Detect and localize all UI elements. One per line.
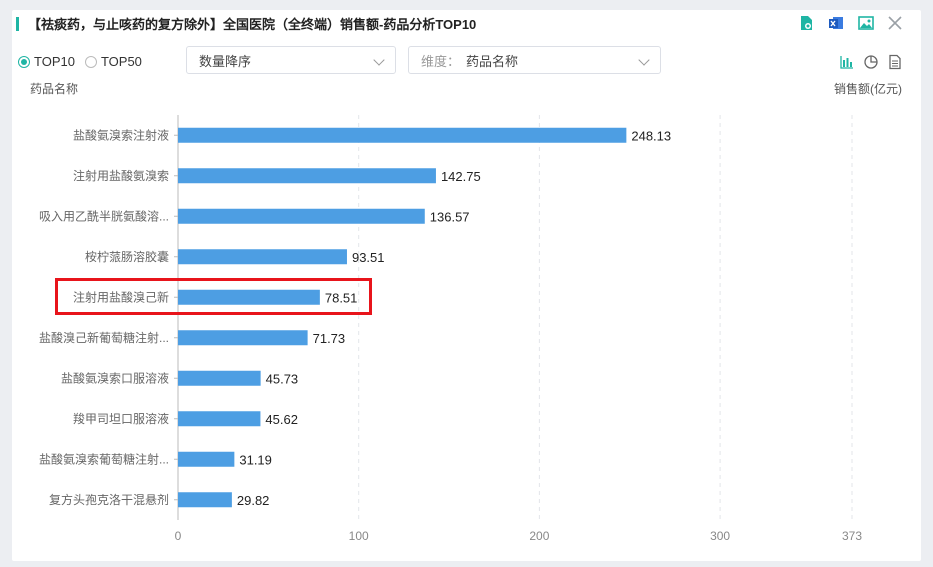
- pie-chart-icon[interactable]: [863, 54, 879, 70]
- radio-label-top10: TOP10: [34, 54, 75, 69]
- y-tick-label: 盐酸氨溴索注射液: [73, 127, 169, 142]
- refresh-doc-icon[interactable]: [797, 14, 815, 32]
- x-tick-label: 200: [529, 529, 549, 543]
- y-tick-label: 盐酸氨溴索葡萄糖注射...: [39, 451, 169, 466]
- x-tick-label: 373: [842, 529, 862, 543]
- bar: [178, 127, 627, 143]
- bar-value-label: 142.75: [441, 169, 481, 184]
- image-export-icon[interactable]: [857, 14, 875, 32]
- bar: [178, 492, 232, 508]
- y-tick-label: 吸入用乙酰半胱氨酸溶...: [39, 208, 169, 223]
- bar: [178, 330, 308, 346]
- bar-value-label: 29.82: [237, 493, 270, 508]
- y-tick-label: 注射用盐酸氨溴索: [73, 168, 169, 183]
- y-tick-label: 桉柠蒎肠溶胶囊: [85, 249, 169, 264]
- bar-value-label: 45.73: [266, 371, 299, 386]
- x-axis-name: 销售额(亿元): [834, 82, 902, 96]
- bar-value-label: 248.13: [631, 128, 671, 143]
- y-tick-label: 复方头孢克洛干混悬剂: [49, 492, 169, 507]
- bar-value-label: 71.73: [313, 331, 346, 346]
- close-icon[interactable]: [886, 14, 904, 32]
- radio-dot-top10: [18, 55, 30, 68]
- bar: [178, 289, 320, 305]
- chart-card: [12, 10, 921, 561]
- x-tick-label: 0: [175, 529, 182, 543]
- sort-select-value: 数量降序: [199, 53, 252, 69]
- chart-title: 【祛痰药，与止咳药的复方除外】全国医院（全终端）销售额-药品分析TOP10: [28, 17, 477, 32]
- top-n-radio-group: TOP10 TOP50: [18, 54, 142, 69]
- bar-value-label: 78.51: [325, 290, 358, 305]
- y-axis-name: 药品名称: [30, 82, 79, 96]
- sort-select[interactable]: 数量降序: [186, 46, 396, 74]
- bar: [178, 370, 261, 386]
- x-tick-label: 100: [349, 529, 369, 543]
- excel-export-icon[interactable]: [827, 14, 845, 32]
- bar-value-label: 31.19: [239, 452, 272, 467]
- bar: [178, 451, 235, 467]
- y-tick-label: 注射用盐酸溴己新: [73, 289, 169, 304]
- radio-dot-top50: [84, 55, 97, 68]
- radio-label-top50: TOP50: [100, 54, 142, 69]
- bar-value-label: 93.51: [352, 250, 385, 265]
- bar-chart-icon[interactable]: [839, 54, 855, 70]
- dimension-select[interactable]: 维度： 药品名称: [408, 46, 661, 74]
- dimension-select-prefix: 维度：: [421, 53, 461, 69]
- bar: [178, 411, 261, 427]
- bar-value-label: 136.57: [430, 209, 470, 224]
- dimension-select-value: 药品名称: [466, 53, 519, 69]
- radio-top50[interactable]: TOP50: [84, 54, 142, 69]
- bar: [178, 168, 436, 184]
- bar: [178, 208, 425, 224]
- title-accent-bar: [16, 17, 19, 31]
- bar-value-label: 45.62: [265, 412, 298, 427]
- x-tick-label: 300: [710, 529, 730, 543]
- radio-top10[interactable]: TOP10: [18, 54, 75, 69]
- table-icon[interactable]: [887, 54, 903, 70]
- y-tick-label: 盐酸氨溴索口服溶液: [61, 370, 169, 385]
- bar: [178, 249, 347, 265]
- y-tick-label: 盐酸溴己新葡萄糖注射...: [39, 330, 169, 345]
- y-tick-label: 羧甲司坦口服溶液: [73, 411, 169, 426]
